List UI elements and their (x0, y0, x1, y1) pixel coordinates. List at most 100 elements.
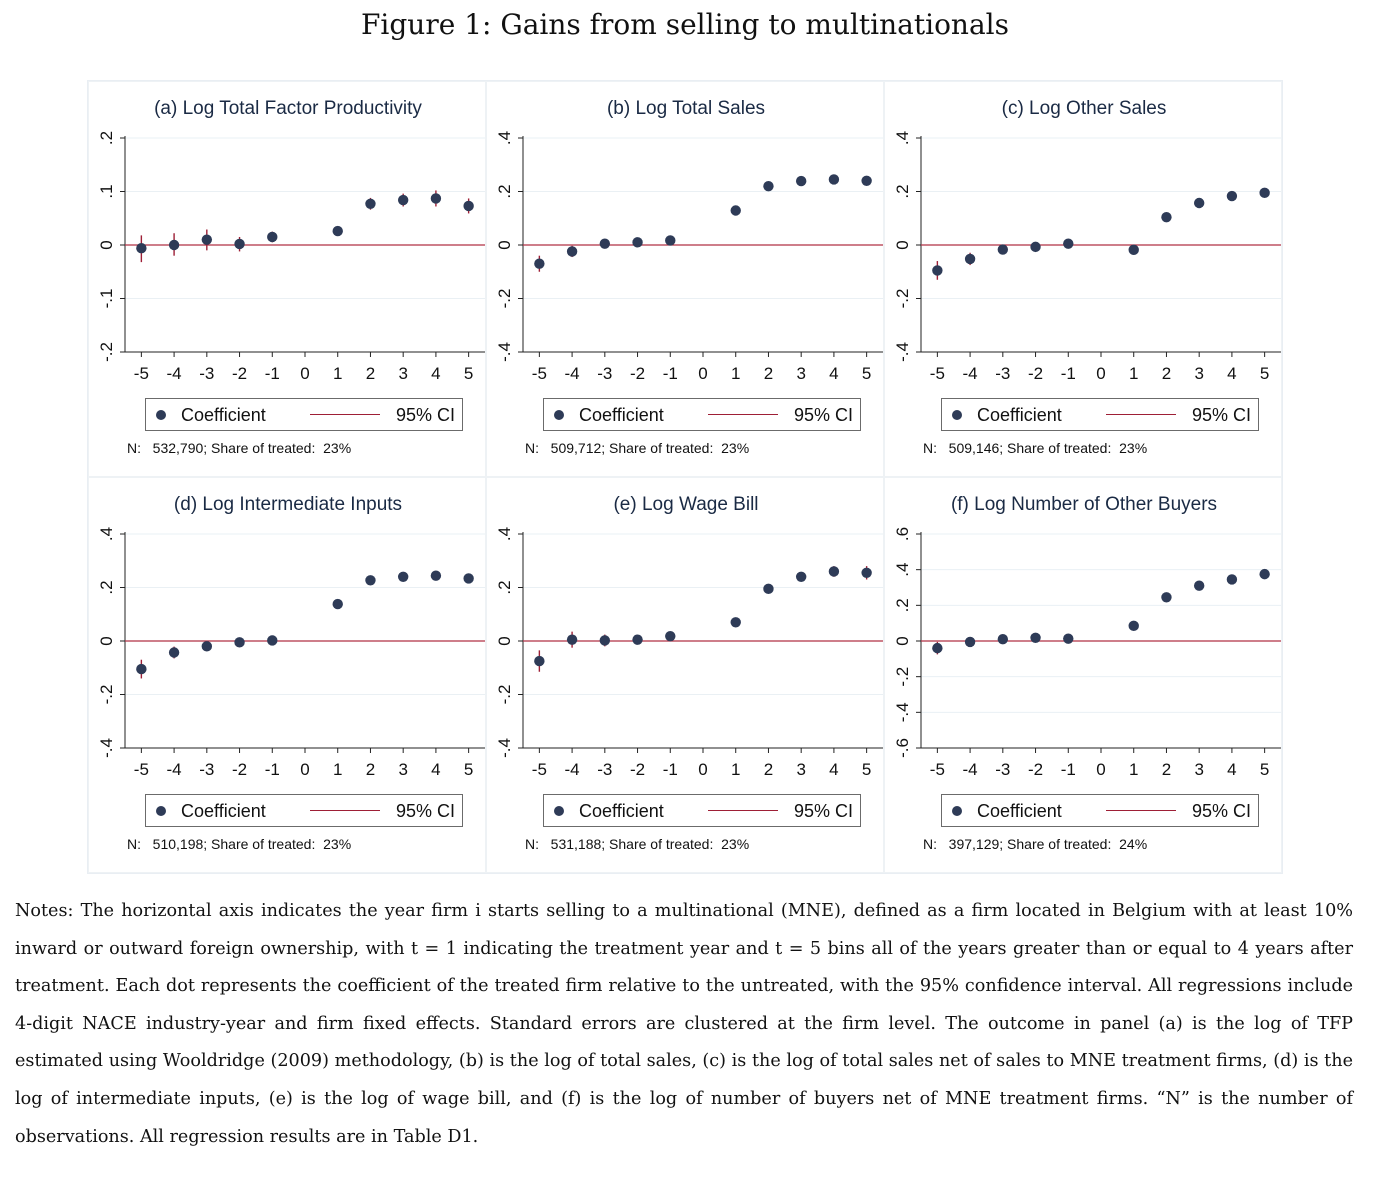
coefficient-point (332, 598, 343, 610)
y-tick-label: 0 (97, 240, 116, 249)
sample-note: N: 532,790; Share of treated: 23% (127, 440, 352, 456)
coefficient-point (1030, 241, 1041, 253)
coefficient-point (997, 244, 1009, 255)
y-tick-label: 0 (495, 636, 514, 645)
coefficient-point (463, 200, 474, 212)
coefficient-point (828, 566, 840, 577)
x-tick-label: 0 (300, 364, 309, 383)
x-tick-label: 2 (1162, 364, 1171, 383)
coefficient-point (534, 655, 545, 667)
x-tick-label: 2 (366, 760, 375, 779)
x-tick-label: 1 (1129, 760, 1138, 779)
x-tick-label: 5 (1260, 364, 1269, 383)
x-tick-label: -5 (930, 364, 945, 383)
y-tick-label: -.2 (97, 685, 116, 705)
sample-note: N: 397,129; Share of treated: 24% (923, 836, 1148, 852)
x-tick-label: 0 (1096, 760, 1105, 779)
x-tick-label: 3 (398, 364, 407, 383)
y-tick-label: .2 (893, 598, 912, 612)
x-tick-label: -5 (134, 760, 149, 779)
y-tick-label: -.4 (893, 342, 912, 362)
panel-d: -.4 -.2 0 .2 .4 -5 -4 -3 -2 -1 0 1 2 3 4 5 (d) Log Inte… (88, 477, 486, 873)
x-tick-label: 5 (1260, 760, 1269, 779)
x-tick-label: -3 (199, 760, 214, 779)
x-tick-label: 2 (366, 364, 375, 383)
x-tick-label: 3 (1194, 760, 1203, 779)
x-tick-label: -4 (565, 760, 580, 779)
coefficient-point (665, 235, 676, 246)
coefficient-point (599, 238, 611, 249)
ci-line-icon (708, 414, 778, 415)
legend: Coefficient 95% CI (145, 794, 463, 827)
plot-f: -.6 -.4 -.2 0 .2 .4 .6 -5 -4 -3 -2 -1 0 1 2 3 4 5 (893, 527, 1281, 779)
y-tick-label: .2 (893, 184, 912, 198)
x-tick-label: 4 (431, 760, 440, 779)
y-tick-label: 0 (893, 240, 912, 249)
coefficient-point (964, 636, 976, 648)
y-tick-label: .4 (893, 563, 912, 577)
coefficient-point (861, 567, 872, 578)
x-tick-label: -1 (663, 760, 678, 779)
x-tick-label: -2 (232, 760, 247, 779)
y-tick-label: .2 (97, 131, 116, 145)
sample-note: N: 531,188; Share of treated: 23% (525, 836, 750, 852)
panel-title: (b) Log Total Sales (606, 98, 766, 119)
coefficient-point (665, 630, 676, 642)
coefficient-point (1226, 574, 1238, 585)
y-tick-label: .1 (97, 184, 116, 198)
coefficient-point (828, 174, 840, 185)
ci-line-icon (1106, 810, 1176, 811)
coefficient-point (1193, 197, 1205, 209)
x-tick-label: 1 (1129, 364, 1138, 383)
x-tick-label: -4 (565, 364, 580, 383)
coefficient-marker-icon (554, 806, 564, 816)
legend-coefficient-label: Coefficient (579, 405, 664, 425)
coefficient-point (267, 231, 278, 243)
panel-b: -.4 -.2 0 .2 .4 -5 -4 -3 -2 -1 0 1 2 3 4 5 (b) Log Tota… (486, 81, 884, 477)
sample-note: N: 509,146; Share of treated: 23% (923, 440, 1148, 456)
coefficient-point (861, 175, 872, 186)
coefficient-point (1063, 238, 1074, 249)
coefficient-point (964, 253, 976, 265)
plot-c: -.4 -.2 0 .2 .4 -5 -4 -3 -2 -1 0 1 2 3 4 5 (893, 131, 1281, 383)
x-tick-label: 3 (796, 760, 805, 779)
x-tick-label: 2 (764, 760, 773, 779)
y-tick-label: 0 (893, 636, 912, 645)
x-tick-label: -1 (1061, 760, 1076, 779)
x-tick-label: 5 (862, 364, 871, 383)
plot-e: -.4 -.2 0 .2 .4 -5 -4 -3 -2 -1 0 1 2 3 4 5 (495, 527, 883, 779)
x-tick-label: -3 (199, 364, 214, 383)
y-tick-label: -.4 (495, 342, 514, 362)
coefficient-point (397, 194, 409, 206)
x-tick-label: 5 (862, 760, 871, 779)
plot-d: -.4 -.2 0 .2 .4 -5 -4 -3 -2 -1 0 1 2 3 4 5 (97, 527, 485, 779)
coefficient-point (1193, 580, 1205, 591)
panel-e: -.4 -.2 0 .2 .4 -5 -4 -3 -2 -1 0 1 2 3 4 5 (e) Log Wage… (486, 477, 884, 873)
x-tick-label: 5 (464, 760, 473, 779)
coefficient-marker-icon (554, 410, 564, 420)
x-tick-label: 4 (1227, 364, 1236, 383)
plot-a: -.2 -.1 0 .1 .2 -5 -4 -3 -2 -1 0 1 2 3 4 5 (97, 131, 485, 383)
coefficient-point (599, 635, 611, 646)
y-tick-label: -.2 (97, 342, 116, 362)
y-tick-label: -.2 (893, 289, 912, 309)
panel-title: (d) Log Intermediate Inputs (173, 494, 403, 515)
x-tick-label: -1 (265, 364, 280, 383)
y-tick-label: -.4 (495, 738, 514, 758)
coefficient-point (763, 583, 774, 595)
ci-line-icon (708, 810, 778, 811)
coefficient-point (1161, 592, 1172, 603)
y-tick-label: .4 (495, 131, 514, 145)
x-tick-label: -3 (995, 364, 1010, 383)
x-tick-label: -5 (134, 364, 149, 383)
ci-line-icon (310, 414, 380, 415)
x-tick-label: 1 (333, 364, 342, 383)
x-tick-label: -1 (265, 760, 280, 779)
legend: Coefficient 95% CI (543, 794, 861, 827)
y-tick-label: .6 (893, 527, 912, 541)
y-tick-label: -.4 (97, 738, 116, 758)
x-tick-label: -4 (963, 364, 978, 383)
coefficient-point (234, 637, 245, 648)
coefficient-point (430, 193, 442, 204)
legend-coefficient-label: Coefficient (579, 801, 664, 821)
